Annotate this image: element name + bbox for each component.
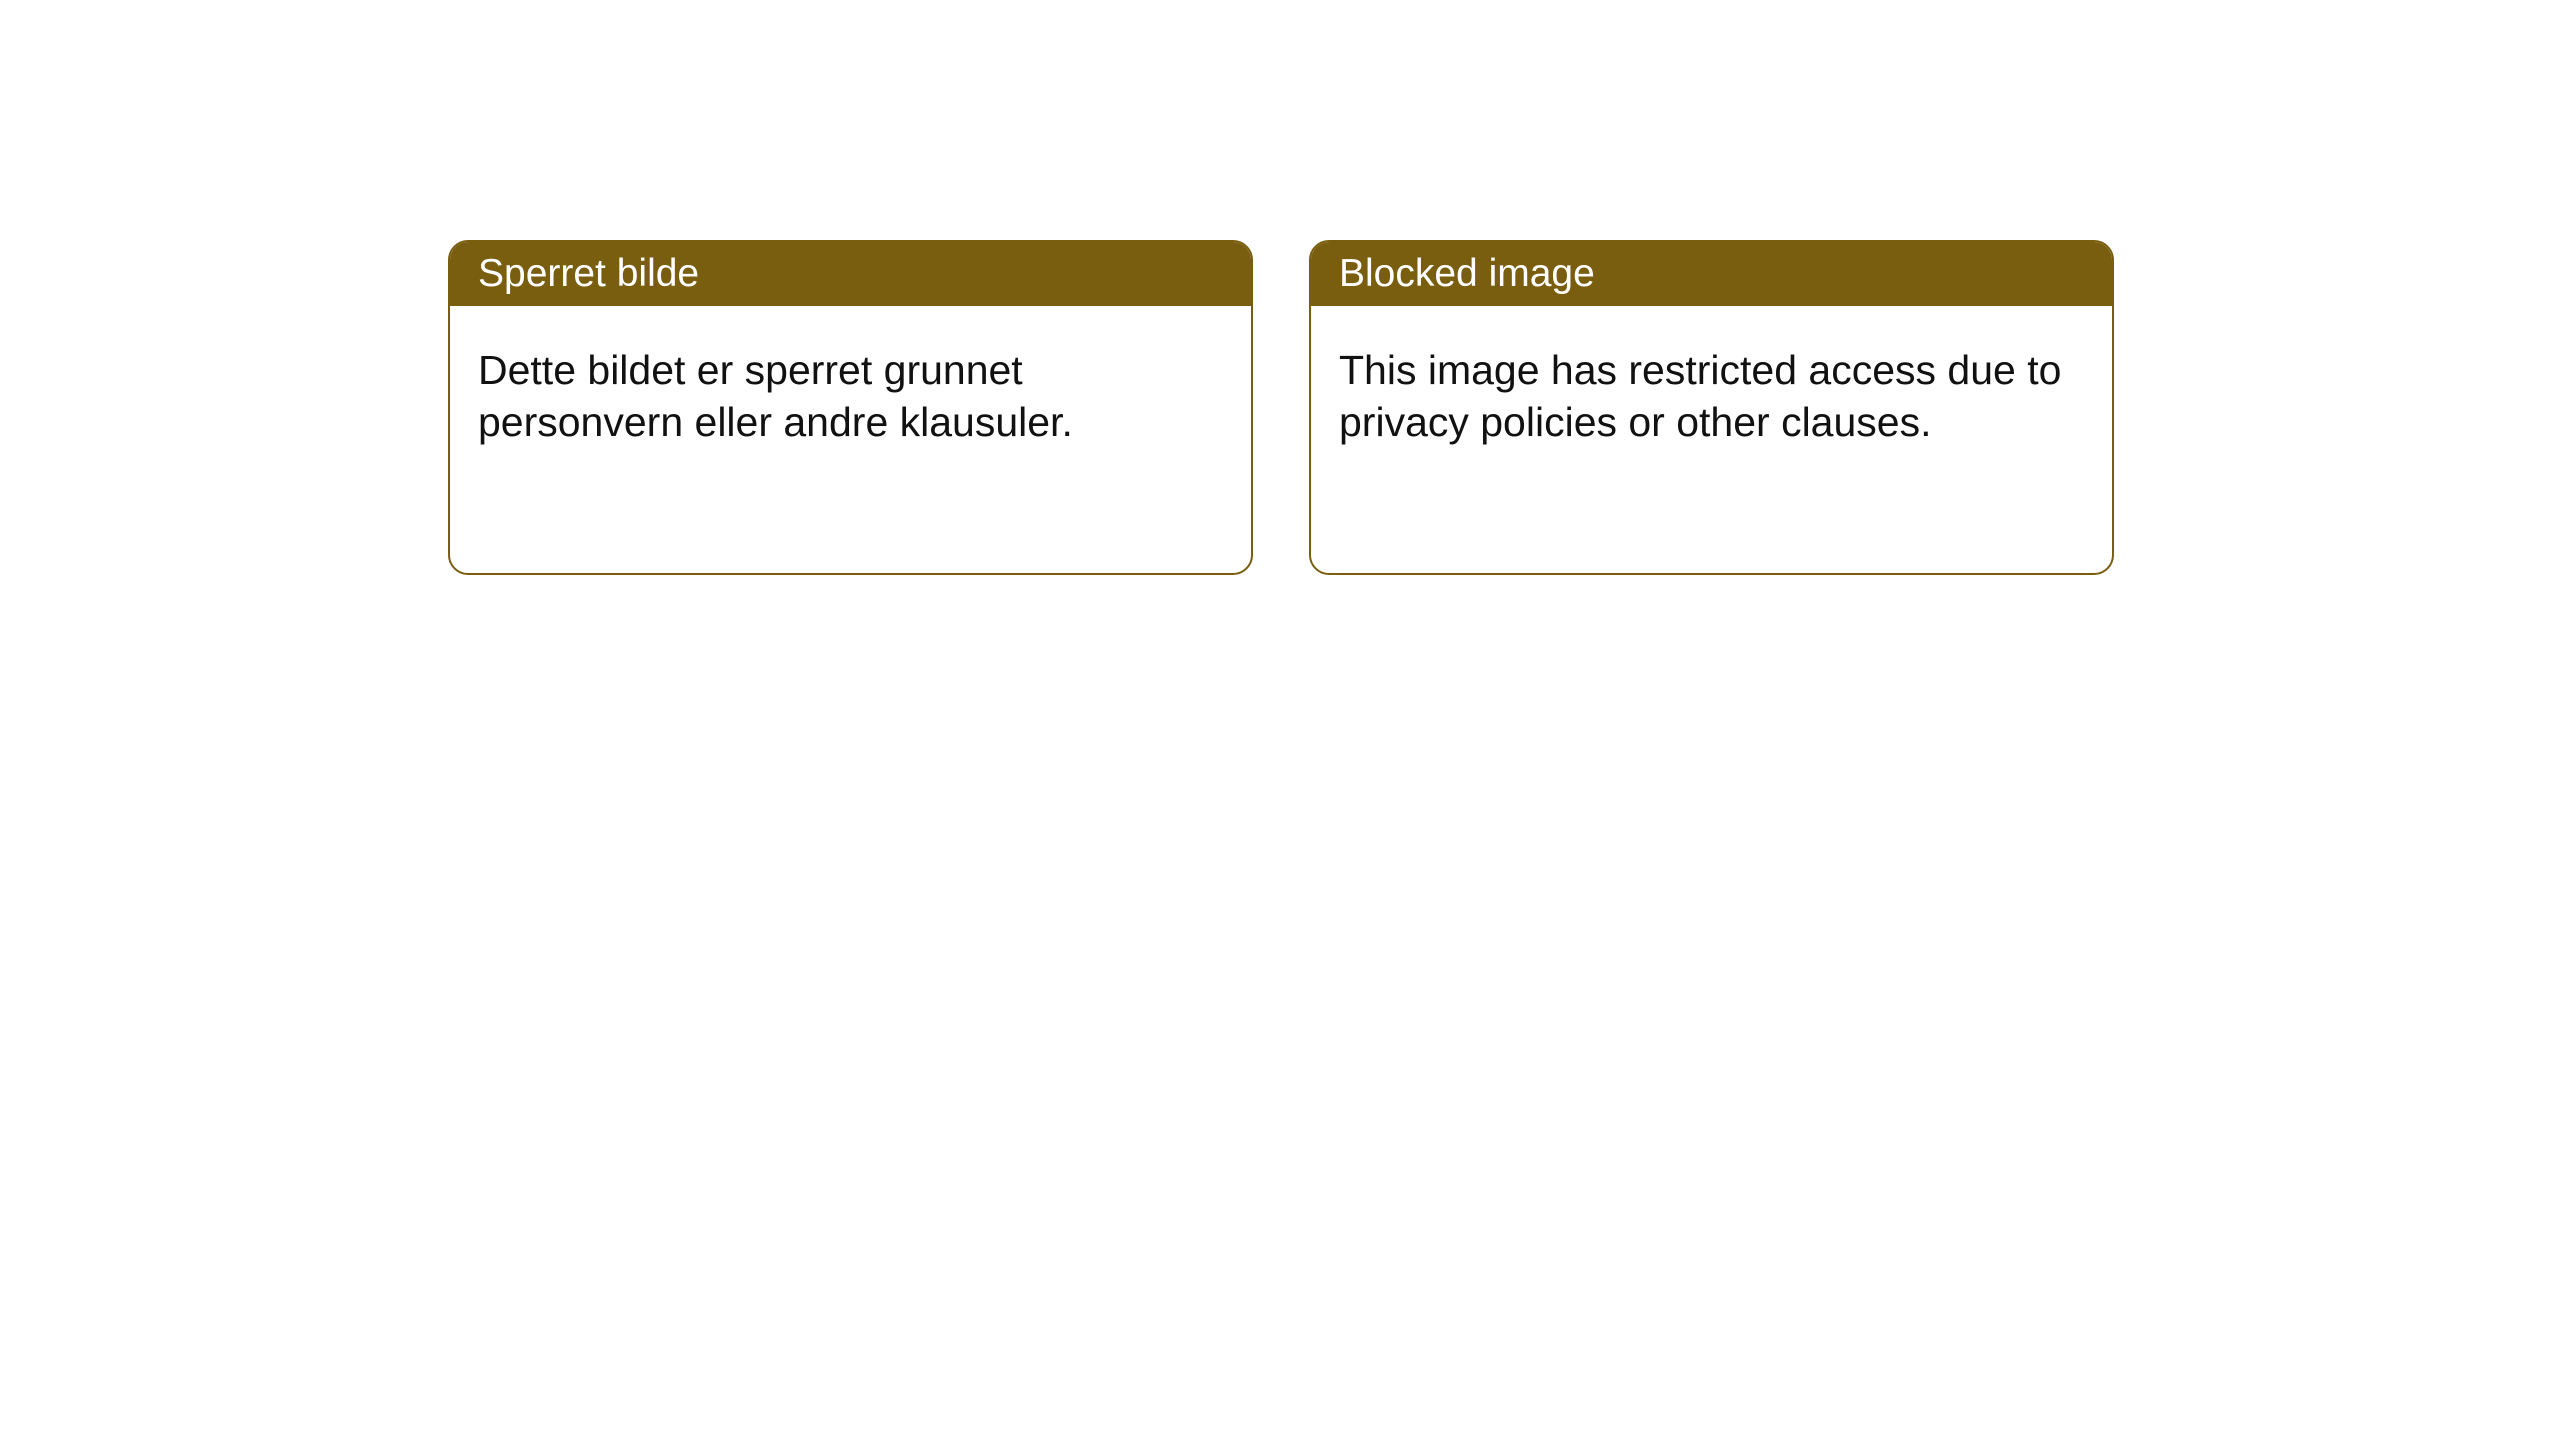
card-header: Sperret bilde (450, 242, 1251, 306)
card-body-text: This image has restricted access due to … (1339, 347, 2061, 445)
card-body: Dette bildet er sperret grunnet personve… (450, 306, 1251, 477)
card-header: Blocked image (1311, 242, 2112, 306)
card-body: This image has restricted access due to … (1311, 306, 2112, 477)
blocked-image-card-en: Blocked image This image has restricted … (1309, 240, 2114, 575)
notice-container: Sperret bilde Dette bildet er sperret gr… (0, 0, 2560, 575)
card-title: Blocked image (1339, 252, 1595, 295)
card-title: Sperret bilde (478, 252, 699, 295)
blocked-image-card-no: Sperret bilde Dette bildet er sperret gr… (448, 240, 1253, 575)
card-body-text: Dette bildet er sperret grunnet personve… (478, 347, 1073, 445)
